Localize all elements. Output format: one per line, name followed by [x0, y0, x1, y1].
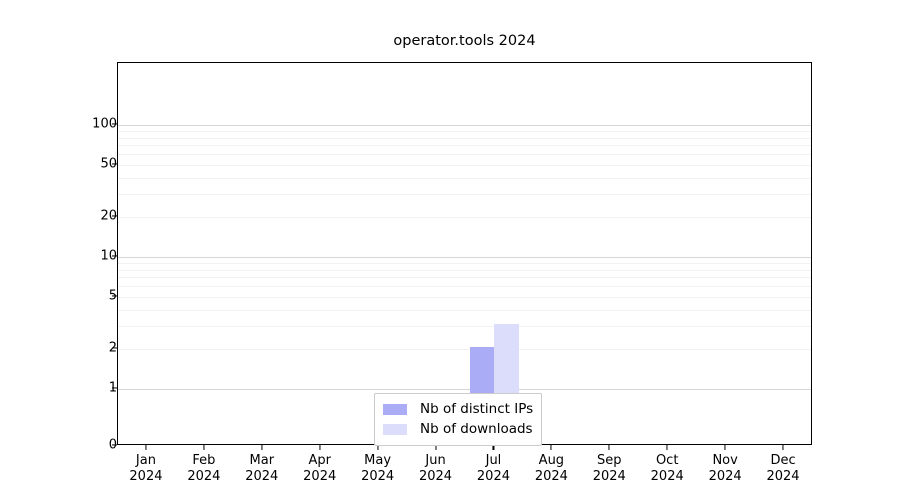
plot-area — [117, 62, 812, 445]
legend-item-distinct-ips[interactable]: Nb of distinct IPs — [383, 399, 533, 419]
legend-item-downloads[interactable]: Nb of downloads — [383, 419, 533, 439]
y-tick-label: 0 — [73, 439, 117, 452]
gridline-minor — [118, 263, 811, 265]
gridline-minor — [118, 154, 811, 156]
x-tick-year: 2024 — [418, 469, 453, 484]
y-tick-mark — [112, 387, 117, 389]
x-tick-month: Jan — [135, 453, 156, 468]
x-tick-mark — [608, 445, 610, 450]
x-axis: Jan 2024 Feb 2024 Mar 2024 Apr 2024 May 2024 Jun 20… — [117, 445, 812, 500]
x-tick-mark — [434, 445, 437, 450]
x-tick-year: 2024 — [303, 469, 337, 484]
x-tick-mark — [782, 445, 784, 450]
x-tick-label-sep: Sep 2024 — [574, 453, 644, 485]
x-tick-label-dec: Dec 2024 — [748, 453, 818, 485]
y-axis: 0 1 2 5 10 20 50 100 — [63, 62, 117, 452]
x-tick-month: Sep — [597, 453, 622, 468]
x-tick-month: Mar — [249, 453, 275, 468]
x-tick-month: May — [364, 453, 392, 468]
x-tick-label-aug: Aug 2024 — [516, 453, 586, 485]
gridline-major — [118, 125, 811, 126]
x-tick-year: 2024 — [245, 469, 279, 484]
gridline-major — [118, 389, 811, 390]
x-tick-year: 2024 — [708, 469, 742, 484]
x-tick-label-feb: Feb 2024 — [169, 453, 239, 485]
x-tick-label-jul: Jul 2024 — [458, 453, 528, 485]
y-tick-label: 10 — [100, 248, 117, 264]
x-tick-mark — [724, 445, 726, 450]
x-tick-year: 2024 — [592, 469, 626, 484]
chart-title: operator.tools 2024 — [393, 33, 536, 49]
x-tick-month: Oct — [655, 453, 679, 468]
gridline-minor — [118, 137, 811, 139]
gridline-minor — [118, 177, 811, 179]
y-tick-mark — [112, 444, 117, 446]
x-tick-mark — [492, 445, 494, 450]
x-tick-month: Jun — [425, 453, 446, 468]
x-tick-month: Jul — [485, 453, 502, 468]
y-tick-mark — [112, 295, 117, 297]
y-tick-label: 20 — [100, 208, 117, 224]
x-tick-year: 2024 — [534, 469, 568, 484]
x-tick-year: 2024 — [476, 469, 510, 484]
x-tick-year: 2024 — [129, 469, 163, 484]
chart-legend: Nb of distinct IPs Nb of downloads — [374, 393, 543, 446]
y-tick-label: 5 — [73, 289, 117, 302]
gridline-minor — [118, 296, 811, 298]
y-tick-mark — [112, 215, 117, 217]
x-tick-label-jun: Jun 2024 — [401, 453, 471, 485]
y-tick-label: 1 — [73, 382, 117, 395]
x-tick-year: 2024 — [650, 469, 684, 484]
y-tick-mark — [112, 347, 117, 349]
x-tick-mark — [666, 445, 668, 450]
x-tick-label-mar: Mar 2024 — [227, 453, 297, 485]
gridline-minor — [118, 164, 811, 166]
x-tick-month: Nov — [712, 453, 738, 468]
x-tick-label-oct: Oct 2024 — [632, 453, 702, 485]
x-tick-label-apr: Apr 2024 — [285, 453, 355, 485]
legend-swatch-icon — [383, 403, 407, 415]
x-tick-year: 2024 — [766, 469, 800, 484]
gridline-minor — [118, 309, 811, 311]
x-tick-month: Apr — [308, 453, 331, 468]
y-tick-label: 50 — [100, 156, 117, 172]
x-tick-mark — [203, 445, 205, 450]
gridline-minor — [118, 326, 811, 328]
gridline-minor — [118, 286, 811, 288]
x-tick-month: Aug — [538, 453, 565, 468]
x-tick-label-jan: Jan 2024 — [111, 453, 181, 485]
gridline-minor — [118, 277, 811, 279]
x-tick-month: Dec — [770, 453, 796, 468]
x-tick-month: Feb — [192, 453, 216, 468]
y-tick-label: 2 — [73, 342, 117, 355]
gridline-minor — [118, 145, 811, 147]
x-tick-label-nov: Nov 2024 — [690, 453, 760, 485]
gridline-major — [118, 257, 811, 258]
x-tick-year: 2024 — [361, 469, 395, 484]
y-tick-label: 100 — [92, 116, 117, 132]
y-tick-mark — [112, 255, 117, 257]
legend-label: Nb of distinct IPs — [420, 401, 534, 417]
legend-label: Nb of downloads — [420, 421, 533, 437]
x-tick-label-may: May 2024 — [343, 453, 413, 485]
x-tick-mark — [377, 445, 379, 450]
x-tick-year: 2024 — [187, 469, 221, 484]
gridline-minor — [118, 194, 811, 196]
gridline-minor — [118, 131, 811, 133]
gridline-minor — [118, 269, 811, 271]
y-tick-mark — [112, 163, 117, 165]
y-tick-mark — [112, 123, 117, 125]
gridline-minor — [118, 349, 811, 351]
gridline-minor — [118, 217, 811, 219]
x-tick-mark — [550, 445, 552, 450]
x-tick-mark — [261, 445, 263, 450]
x-tick-mark — [145, 445, 147, 450]
x-tick-mark — [319, 445, 321, 450]
legend-swatch-icon — [383, 423, 407, 435]
